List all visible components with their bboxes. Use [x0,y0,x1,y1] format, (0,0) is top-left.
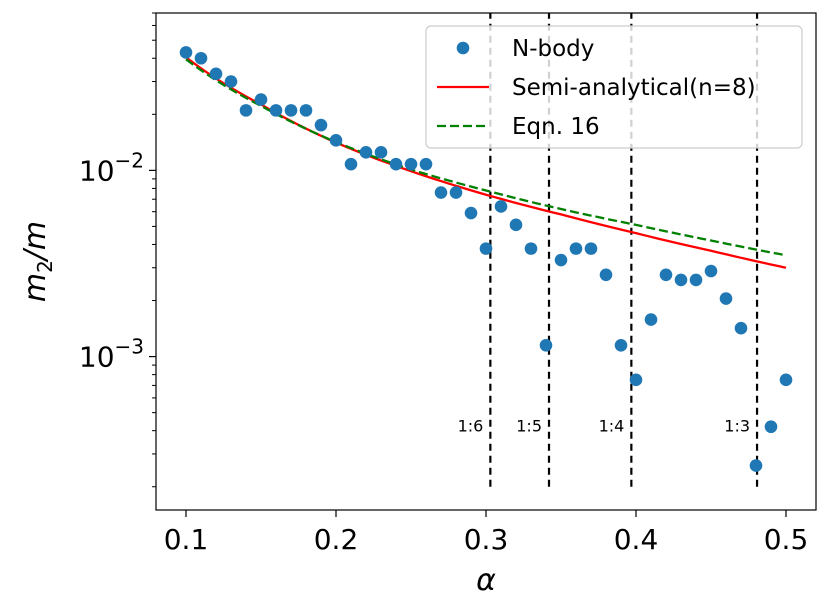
nbody-point [359,146,373,159]
nbody-point [764,420,778,434]
nbody-point [254,93,268,106]
nbody-point [344,157,358,171]
legend-label: Semi-analytical(n=8) [512,75,756,101]
y-tick-base: 10 [79,154,115,187]
y-axis-label-subscript: 2 [33,260,57,273]
nbody-point [479,242,493,255]
resonance-label-1: 1:6 [458,417,484,436]
nbody-point [419,157,433,171]
nbody-point [464,206,478,220]
y-tick-label: 10−2 [79,148,144,187]
model-lines-group [185,56,787,269]
axis-labels-group: α m2/m [18,221,496,598]
nbody-point [569,242,583,255]
nbody-point [539,338,553,352]
y-tick-exponent: −2 [115,148,144,172]
nbody-point [494,200,508,213]
y-tick-base: 10 [79,341,115,374]
x-tick-label: 0.2 [314,523,359,556]
legend-label: Eqn. 16 [512,114,600,140]
y-tick-label: 10−3 [79,335,144,374]
nbody-point [584,242,598,255]
nbody-point [524,242,538,255]
nbody-point [614,338,628,352]
resonance-label-2: 1:5 [516,417,542,436]
legend-label: N-body [512,36,594,62]
nbody-point [194,51,208,65]
x-tick-label: 0.1 [164,523,209,556]
nbody-point [689,273,703,287]
nbody-point [404,157,418,171]
x-tick-label: 0.3 [464,523,509,556]
nbody-point [554,253,568,267]
nbody-point [374,146,388,159]
y-tick-exponent: −3 [115,335,144,359]
resonance-label-4: 1:3 [724,417,750,436]
nbody-point [449,186,463,199]
nbody-points-group [179,46,793,472]
series-line-semi-analytical [185,56,787,269]
nbody-point [389,157,403,171]
y-axis-label-main: m [18,273,53,302]
series-line-eqn-16 [185,58,787,257]
resonance-label-3: 1:4 [599,417,625,436]
legend: N-body Semi-analytical(n=8) Eqn. 16 [425,25,803,149]
nbody-point [644,313,658,326]
nbody-point [509,218,523,232]
nbody-point [599,268,613,282]
nbody-point [434,186,448,199]
nbody-point [779,373,793,387]
nbody-point [299,104,313,117]
resonance-lines-group: 1:6 1:5 1:4 1:3 [458,13,759,487]
x-axis-label: α [476,563,496,598]
nbody-point [224,75,238,88]
nbody-point [284,104,298,117]
legend-box [425,25,803,149]
x-tick-label: 0.4 [614,523,659,556]
nbody-point [329,134,343,147]
legend-marker-nbody [456,41,470,55]
nbody-point [734,321,748,335]
axis-ticks-group: 0.1 0.2 0.3 0.4 0.510−310−2 [79,12,809,556]
nbody-point [674,273,688,287]
nbody-point [629,373,643,387]
nbody-point [314,118,328,132]
nbody-point [704,264,718,278]
nbody-point [209,67,223,81]
nbody-point [749,459,763,472]
nbody-point [659,268,673,282]
x-tick-label: 0.5 [764,523,809,556]
nbody-point [179,46,193,59]
nbody-point [239,104,253,117]
y-axis-label-tail: /m [18,221,53,263]
nbody-point [269,104,283,117]
nbody-point [719,292,733,305]
y-axis-label: m2/m [18,221,57,302]
